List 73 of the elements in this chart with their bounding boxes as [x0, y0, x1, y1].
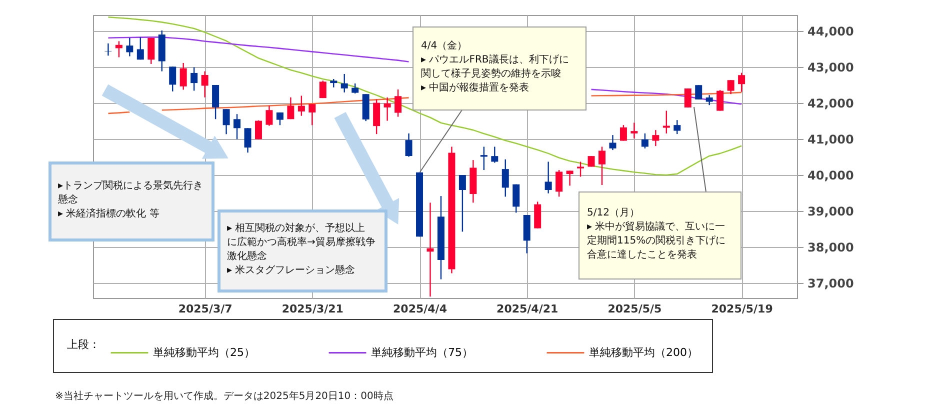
candlestick	[222, 108, 230, 135]
candlestick	[738, 72, 746, 92]
candlestick	[126, 37, 134, 57]
candlestick	[706, 94, 713, 106]
legend-label: 単純移動平均（200）	[589, 346, 698, 359]
x-tick-label: 2025/5/5	[608, 302, 662, 316]
annotation: ▸ 相互関税の対象が、予想以上に広範かつ高税率→貿易摩擦戦争激化懸念 ▸ 米スタグフレーション懸念	[227, 222, 376, 276]
legend-title: 上段：	[67, 338, 100, 351]
candlestick	[104, 42, 112, 56]
legend-label: 単純移動平均（75）	[371, 346, 473, 359]
candlestick	[534, 201, 542, 229]
candlestick	[577, 161, 584, 178]
y-tick-label: 38,000	[808, 240, 854, 254]
candlestick	[674, 119, 681, 135]
candlestick	[212, 84, 220, 120]
candlestick	[684, 88, 692, 108]
candlestick	[287, 96, 294, 120]
x-tick-label: 2025/5/19	[711, 302, 773, 316]
y-tick-label: 43,000	[808, 60, 854, 75]
candlestick	[308, 103, 316, 126]
candlestick	[169, 66, 176, 92]
candlestick	[609, 134, 616, 151]
candlestick	[136, 36, 144, 60]
candlestick	[491, 146, 498, 164]
candlestick	[695, 84, 702, 100]
candlestick	[352, 82, 359, 94]
legend-label: 単純移動平均（25）	[153, 346, 255, 359]
candlestick	[276, 112, 284, 126]
candlestick	[180, 62, 187, 90]
candlestick	[148, 37, 155, 65]
annotation: ▸トランプ関税による景気先行き懸念 ▸ 米経済指標の軟化 等	[57, 180, 204, 220]
annotation: 4/4（金） ▸ パウエルFRB議長は、利下げに関して様子見姿勢の維持を示唆 ▸ 中国が報復措置を発表	[421, 40, 569, 94]
candlestick	[480, 146, 488, 171]
candlestick	[716, 90, 724, 112]
candlestick	[556, 169, 563, 198]
text: ※当社チャートツールを用いて作成。データは2025年5月20日10：00時点	[55, 390, 394, 402]
candlestick	[458, 174, 466, 232]
candlestick	[566, 170, 574, 186]
x-tick-label: 2025/4/4	[393, 302, 448, 316]
y-tick-label: 39,000	[808, 204, 854, 218]
candlestick	[254, 120, 262, 140]
y-tick-label: 42,000	[808, 96, 854, 111]
candlestick	[201, 70, 208, 98]
candlestick	[340, 73, 348, 93]
candlestick	[298, 95, 305, 116]
y-tick-label: 44,000	[808, 24, 854, 39]
candlestick	[319, 80, 326, 99]
candlestick	[630, 122, 638, 140]
candlestick	[544, 161, 552, 194]
y-tick-label: 37,000	[808, 276, 854, 290]
candlestick	[641, 132, 648, 150]
candlestick	[405, 132, 412, 158]
x-tick-label: 2025/4/21	[496, 302, 558, 316]
candlestick	[512, 184, 520, 214]
candlestick	[244, 128, 252, 154]
candlestick	[620, 124, 627, 142]
x-tick-label: 2025/3/7	[178, 302, 232, 316]
y-tick-label: 41,000	[808, 132, 854, 147]
line-series	[108, 16, 742, 176]
candlestick	[234, 114, 241, 140]
x-tick-label: 2025/3/21	[282, 302, 344, 316]
annotation: 5/12（月） ▸ 米中が貿易協議で、互いに一定期間115%の関税引き下げに合意に達したことを発表	[587, 208, 726, 260]
y-tick-label: 40,000	[808, 168, 854, 183]
candlestick	[384, 96, 391, 122]
candlestick	[502, 158, 509, 198]
candlestick	[373, 98, 380, 135]
candlestick	[190, 66, 198, 92]
candlestick	[426, 202, 434, 298]
candlestick	[652, 129, 660, 147]
candlestick	[727, 80, 734, 95]
candlestick	[266, 105, 273, 126]
candlestick	[394, 88, 402, 118]
candlestick	[598, 146, 606, 186]
